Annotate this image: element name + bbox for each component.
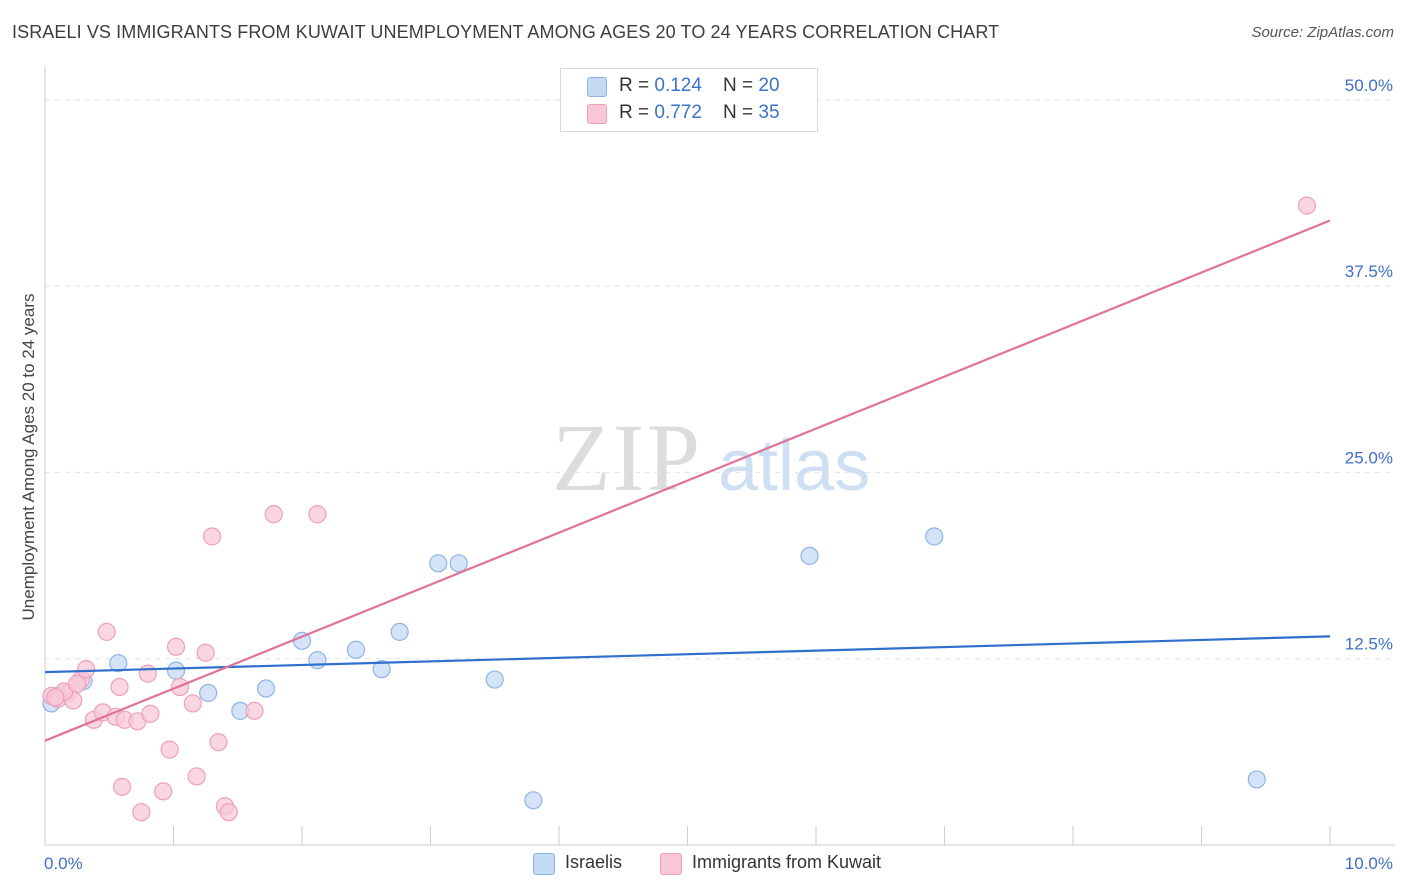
israelis-point — [1247, 770, 1266, 789]
israelis-point — [166, 661, 186, 680]
israelis-trend-line — [44, 635, 1331, 674]
y-axis-title: Unemployment Among Ages 20 to 24 years — [19, 294, 38, 621]
israelis-point — [429, 554, 448, 573]
y-tick-label: 12.5% — [1345, 635, 1393, 654]
y-tick-label: 37.5% — [1345, 262, 1393, 281]
israelis-point — [372, 660, 391, 679]
kuwait-point — [160, 740, 179, 759]
trend-lines — [44, 219, 1331, 742]
israelis-point — [390, 622, 409, 641]
watermark-atlas: atlas — [718, 426, 870, 506]
legend-r-label: R = — [619, 102, 655, 123]
x-tick-label: 10.0% — [1345, 854, 1393, 873]
israelis-point — [485, 670, 504, 689]
kuwait-point — [97, 622, 116, 641]
legend-n-value: 35 — [758, 102, 780, 123]
kuwait-point — [219, 803, 238, 822]
kuwait-trend-line — [44, 219, 1331, 742]
kuwait-point — [46, 688, 65, 707]
kuwait-point — [196, 643, 215, 662]
israelis-point — [308, 651, 327, 670]
kuwait-point — [183, 694, 202, 713]
israelis-point — [925, 527, 944, 546]
kuwait-point — [202, 527, 222, 546]
kuwait-point — [264, 505, 283, 524]
legend-n-label: N = — [723, 75, 759, 96]
israelis-point — [800, 546, 819, 565]
israelis-swatch — [533, 853, 555, 875]
watermark-zip: ZIP — [552, 404, 702, 511]
y-tick-labels: 12.5% 25.0% 37.5% 50.0% — [1345, 76, 1393, 654]
x-tick-labels: 0.0% 10.0% — [44, 854, 1393, 873]
gridlines — [45, 99, 1395, 660]
kuwait-point — [245, 701, 264, 720]
axes — [44, 66, 1395, 846]
israelis-swatch — [587, 77, 607, 97]
legend-n-value: 20 — [758, 75, 780, 96]
kuwait-point — [138, 664, 157, 683]
x-tick-label: 0.0% — [44, 854, 83, 873]
kuwait-point — [166, 637, 186, 656]
kuwait-point — [110, 677, 129, 697]
israelis-point — [109, 654, 128, 673]
legend-r-value: 0.124 — [654, 75, 702, 96]
legend-r-value: 0.772 — [654, 102, 702, 123]
israelis-point — [449, 554, 468, 573]
source-label[interactable]: Source: ZipAtlas.com — [1251, 24, 1394, 41]
kuwait-point — [141, 704, 160, 723]
kuwait-point — [154, 782, 173, 801]
kuwait-swatch — [587, 104, 607, 124]
kuwait-points — [42, 196, 1316, 822]
y-tick-label: 50.0% — [1345, 76, 1393, 95]
stats-legend: R = 0.124 N = 20 R = 0.772 N = 35 — [560, 68, 818, 132]
bottom-legend-label: Israelis — [565, 852, 623, 872]
watermark: ZIP atlas — [552, 404, 870, 511]
y-tick-label: 25.0% — [1345, 448, 1393, 467]
kuwait-point — [132, 803, 151, 822]
kuwait-point — [308, 505, 327, 524]
kuwait-point — [112, 777, 132, 796]
legend-n-label: N = — [723, 102, 759, 123]
israelis-point — [346, 640, 366, 659]
kuwait-point — [187, 767, 206, 786]
kuwait-point — [1297, 196, 1316, 215]
kuwait-point — [77, 660, 96, 679]
israelis-point — [524, 791, 543, 810]
bottom-legend-label: Immigrants from Kuwait — [692, 852, 882, 872]
kuwait-point — [209, 733, 228, 752]
legend-r-label: R = — [619, 75, 655, 96]
kuwait-point — [68, 674, 87, 694]
chart-title: ISRAELI VS IMMIGRANTS FROM KUWAIT UNEMPL… — [12, 22, 1000, 42]
israelis-point — [199, 683, 218, 703]
israelis-point — [256, 679, 276, 698]
kuwait-swatch — [660, 853, 682, 875]
